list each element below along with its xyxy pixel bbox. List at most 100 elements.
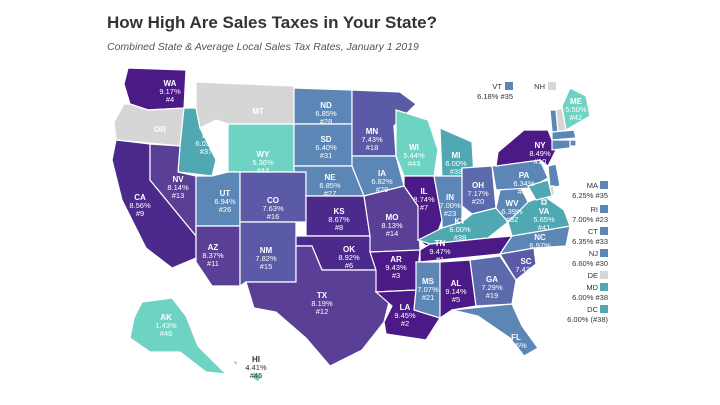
state-ct bbox=[551, 139, 571, 151]
state-rank-wa: #4 bbox=[166, 95, 174, 104]
state-dc bbox=[541, 199, 547, 205]
state-rank-ia: #29 bbox=[376, 185, 389, 194]
state-label-wa: WA bbox=[164, 79, 177, 88]
state-label-wy: WY bbox=[257, 150, 271, 159]
state-label-id: ID bbox=[202, 131, 210, 140]
state-rank-ok: #6 bbox=[345, 261, 353, 270]
state-rate-tn: 9.47% bbox=[429, 247, 451, 256]
state-rank-ky: #38 bbox=[454, 233, 467, 242]
value-vt: 6.18% #35 bbox=[477, 92, 513, 101]
label-nh: NH bbox=[534, 82, 545, 91]
state-rate-mi: 6.00% bbox=[445, 159, 467, 168]
state-rate-fl: 7.05% bbox=[505, 341, 527, 350]
state-rank-wy: #44 bbox=[257, 166, 270, 175]
state-label-ak: AK bbox=[160, 313, 172, 322]
state-rate-va: 5.65% bbox=[533, 215, 555, 224]
state-label-ga: GA bbox=[486, 275, 498, 284]
swatch-de bbox=[600, 271, 608, 279]
label-vt: VT bbox=[492, 82, 502, 91]
label-nj: NJ bbox=[589, 249, 598, 258]
swatch-md bbox=[600, 283, 608, 291]
state-fl bbox=[451, 303, 539, 357]
state-rank-mo: #14 bbox=[386, 229, 399, 238]
label-de: DE bbox=[588, 271, 598, 280]
state-label-ky: KY bbox=[454, 217, 466, 226]
state-label-pa: PA bbox=[519, 171, 530, 180]
state-ak bbox=[129, 297, 228, 375]
swatch-ct bbox=[600, 227, 608, 235]
state-label-hi: HI bbox=[252, 355, 260, 364]
state-label-co: CO bbox=[267, 196, 279, 205]
state-rank-mn: #18 bbox=[366, 143, 379, 152]
state-rate-wi: 5.44% bbox=[403, 151, 425, 160]
state-label-nv: NV bbox=[172, 175, 184, 184]
state-rate-wy: 5.36% bbox=[252, 158, 274, 167]
state-label-ms: MS bbox=[422, 277, 435, 286]
state-rate-la: 9.45% bbox=[394, 311, 416, 320]
state-rate-ne: 6.85% bbox=[319, 181, 341, 190]
state-rank-ny: #10 bbox=[534, 157, 547, 166]
state-label-il: IL bbox=[420, 187, 427, 196]
swatch-dc bbox=[600, 305, 608, 313]
state-rank-sc: #17 bbox=[520, 273, 533, 282]
state-rank-sd: #31 bbox=[320, 151, 333, 160]
state-rank-nd: #28 bbox=[320, 117, 333, 126]
state-label-sc: SC bbox=[520, 257, 531, 266]
state-rate-sd: 6.40% bbox=[315, 143, 337, 152]
state-label-in: IN bbox=[446, 193, 454, 202]
state-rank-tn: #1 bbox=[436, 255, 444, 264]
state-ma bbox=[551, 129, 577, 141]
state-rank-mi: #38 bbox=[450, 167, 463, 176]
state-rank-ms: #21 bbox=[422, 293, 435, 302]
state-rank-nc: #25 bbox=[534, 249, 547, 258]
state-rank-ak: #46 bbox=[160, 329, 173, 338]
state-rank-pa: #34 bbox=[518, 187, 531, 196]
swatch-ri bbox=[600, 205, 608, 213]
label-ri: RI bbox=[591, 205, 599, 214]
state-rate-wv: 6.39% bbox=[501, 207, 523, 216]
state-al bbox=[439, 259, 477, 320]
state-rank-ar: #3 bbox=[392, 271, 400, 280]
state-rate-oh: 7.17% bbox=[467, 189, 489, 198]
state-label-nd: ND bbox=[320, 101, 332, 110]
label-ct: CT bbox=[588, 227, 598, 236]
state-rank-ca: #9 bbox=[136, 209, 144, 218]
value-ri: 7.00% #23 bbox=[572, 215, 608, 224]
state-rate-az: 8.37% bbox=[202, 251, 224, 260]
page-title: How High Are Sales Taxes in Your State? bbox=[107, 13, 438, 32]
state-rate-ut: 6.94% bbox=[214, 197, 236, 206]
state-mt bbox=[195, 81, 295, 129]
state-rate-nd: 6.85% bbox=[315, 109, 337, 118]
state-ga bbox=[469, 255, 517, 307]
state-rank-ut: #26 bbox=[219, 205, 232, 214]
state-rank-hi: #45 bbox=[250, 371, 263, 380]
state-rate-wa: 9.17% bbox=[159, 87, 181, 96]
state-label-oh: OH bbox=[472, 181, 484, 190]
state-rank-az: #11 bbox=[207, 259, 219, 268]
state-rank-la: #2 bbox=[401, 319, 409, 328]
state-rate-mn: 7.43% bbox=[361, 135, 383, 144]
value-dc: 6.00% (#38) bbox=[567, 315, 608, 324]
state-rate-ia: 6.82% bbox=[371, 177, 393, 186]
state-label-fl: FL bbox=[511, 333, 521, 342]
state-rate-sc: 7.43% bbox=[515, 265, 537, 274]
state-label-ia: IA bbox=[378, 169, 386, 178]
state-or bbox=[113, 103, 185, 147]
state-rank-id: #37 bbox=[200, 147, 213, 156]
label-md: MD bbox=[586, 283, 598, 292]
state-label-va: VA bbox=[539, 207, 550, 216]
state-rate-nc: 6.97% bbox=[529, 241, 551, 250]
state-label-wi: WI bbox=[409, 143, 419, 152]
swatch-nh bbox=[548, 82, 556, 90]
state-label-ar: AR bbox=[390, 255, 402, 264]
state-label-mi: MI bbox=[452, 151, 461, 160]
state-rank-oh: #20 bbox=[472, 197, 485, 206]
state-label-mt: MT bbox=[252, 107, 264, 116]
state-rate-co: 7.63% bbox=[262, 204, 284, 213]
state-rate-ca: 8.56% bbox=[129, 201, 151, 210]
state-label-me: ME bbox=[570, 97, 583, 106]
state-ms bbox=[413, 261, 441, 319]
state-ny bbox=[495, 129, 557, 167]
label-ma: MA bbox=[587, 181, 598, 190]
